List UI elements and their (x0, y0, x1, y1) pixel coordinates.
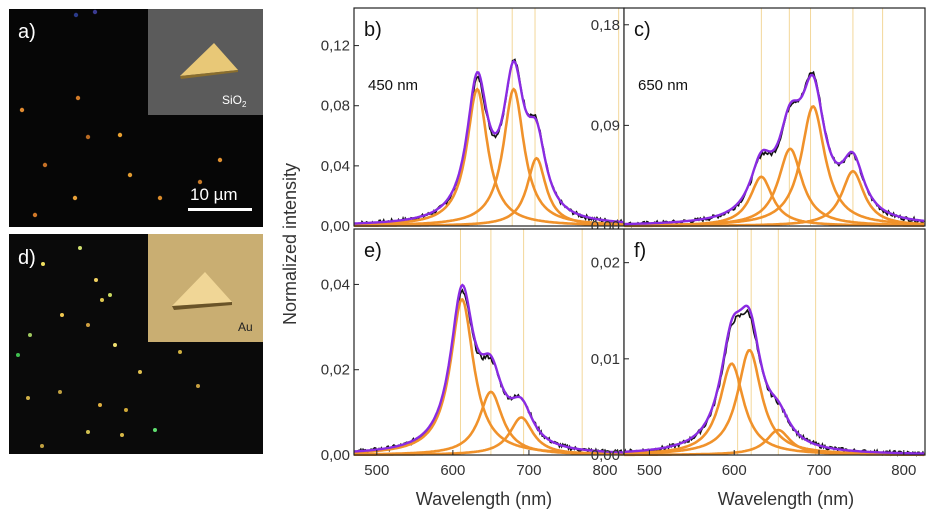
total-fit-line (623, 73, 925, 226)
particle-dot (26, 396, 30, 400)
particle-dot (42, 162, 48, 168)
particle-dot (86, 323, 90, 327)
particle-dot (40, 444, 44, 448)
y-tick-label: 0,02 (591, 255, 620, 272)
x-tick-label: 700 (516, 462, 541, 479)
spectra-charts: 0,00 0,04 0,08 0,12 b) 450 nm 0,00 0,09 0,18 c) 65… (321, 7, 926, 479)
y-tick-label: 0,01 (591, 351, 620, 368)
x-tick-label: 800 (891, 462, 916, 479)
particle-dot (19, 107, 25, 113)
y-tick-label: 0,00 (591, 447, 620, 464)
chart-panel: 0,000,090,18 c)650 nm (591, 7, 926, 235)
panel-label: c) (634, 19, 651, 41)
particle-dots-a (19, 9, 223, 218)
plot-frame (623, 7, 926, 227)
x-tick-label: 500 (364, 462, 389, 479)
particle-dot (58, 390, 62, 394)
particle-dot (72, 195, 78, 201)
triangle-edge-au (172, 302, 232, 310)
particle-dot (138, 370, 142, 374)
particle-dot (86, 430, 90, 434)
panel-label: b) (364, 19, 382, 41)
y-tick-label: 0,04 (321, 158, 350, 175)
particle-dot (124, 408, 128, 412)
particle-dot (73, 12, 79, 18)
particle-dot (28, 333, 32, 337)
particle-dot (157, 195, 163, 201)
plot-area (624, 229, 925, 455)
particle-dot (16, 353, 20, 357)
excitation-annotation: 650 nm (638, 77, 688, 94)
y-tick-label: 0,12 (321, 38, 350, 55)
particle-dot (127, 172, 133, 178)
chart-panel: 0,00 0,02 0,04 500 600 700 800 e) (321, 228, 625, 479)
triangle-particle-icon-au (172, 272, 232, 306)
micrograph-d: Au d) (9, 234, 263, 454)
chart-panel: 0,00 0,04 0,08 0,12 b) 450 nm (321, 7, 625, 235)
inset-sio2-label: SiO2 (222, 93, 247, 109)
x-axis-title-right: Wavelength (nm) (718, 489, 854, 509)
panel-label: e) (364, 240, 382, 262)
chart-panel: 0,00 0,01 0,02 500 600 700 800 f) (591, 228, 926, 479)
particle-dot (113, 343, 117, 347)
particle-dot (178, 350, 182, 354)
particle-dot (60, 313, 64, 317)
panel-label: f) (634, 240, 646, 262)
particle-dot (94, 278, 98, 282)
particle-dot (153, 428, 157, 432)
y-tick-label: 0,09 (591, 117, 620, 134)
micrograph-a: SiO2 a) 10 µm (9, 9, 263, 227)
y-tick-label: 0,18 (591, 17, 620, 34)
inset-au: Au (148, 234, 263, 342)
particle-dot (41, 262, 45, 266)
particle-dot (197, 179, 203, 185)
y-tick-label: 0,02 (321, 362, 350, 379)
panel-label-d: d) (18, 247, 36, 269)
x-tick-label: 800 (592, 462, 617, 479)
total-fit-line (354, 59, 624, 225)
x-tick-label: 600 (722, 462, 747, 479)
y-tick-label: 0,00 (321, 447, 350, 464)
total-fit-line (353, 283, 624, 454)
particle-dots-d (16, 246, 200, 448)
lorentz-component-line (354, 87, 624, 227)
particle-dot (196, 384, 200, 388)
particle-dot (217, 157, 223, 163)
x-tick-label: 600 (440, 462, 465, 479)
triangle-particle-icon (180, 43, 238, 76)
particle-dot (98, 403, 102, 407)
particle-dot (32, 212, 38, 218)
scale-bar-label: 10 µm (190, 185, 238, 204)
particle-dot (100, 298, 104, 302)
x-tick-label: 700 (806, 462, 831, 479)
particle-dot (108, 293, 112, 297)
y-tick-label: 0,04 (321, 276, 350, 293)
plot-frame (623, 228, 926, 456)
inset-sio2: SiO2 (148, 9, 263, 115)
particle-dot (117, 132, 123, 138)
plot-area (354, 229, 624, 455)
y-tick-label: 0,00 (321, 218, 350, 235)
panel-label-a: a) (18, 21, 36, 43)
particle-dot (92, 9, 98, 15)
total-fit-line (623, 304, 925, 455)
particle-dot (78, 246, 82, 250)
inset-au-label: Au (238, 320, 253, 334)
y-axis-title: Normalized intensity (280, 163, 300, 325)
scale-bar (188, 208, 252, 211)
excitation-annotation: 450 nm (368, 77, 418, 94)
particle-dot (85, 134, 91, 140)
particle-dot (75, 95, 81, 101)
y-tick-label: 0,08 (321, 98, 350, 115)
triangle-edge (180, 70, 238, 79)
particle-dot (120, 433, 124, 437)
x-tick-label: 500 (637, 462, 662, 479)
x-axis-title-left: Wavelength (nm) (416, 489, 552, 509)
